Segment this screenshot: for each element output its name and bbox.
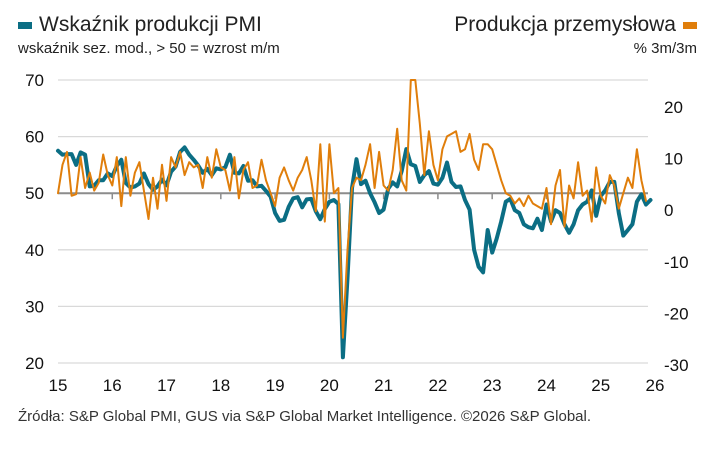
x-axis-tick-label: 18 — [211, 376, 230, 395]
left-axis-tick-label: 40 — [25, 241, 44, 260]
x-axis-tick-label: 19 — [266, 376, 285, 395]
right-axis-tick-label: 0 — [664, 201, 673, 220]
x-axis-tick-label: 21 — [374, 376, 393, 395]
pmi-legend-label: Wskaźnik produkcji PMI — [39, 13, 262, 36]
industrial-production-series-line — [57, 79, 647, 339]
left-axis-tick-label: 30 — [25, 297, 44, 316]
left-axis-tick-label: 60 — [25, 128, 44, 147]
x-axis-ticks: 15 16 17 18 19 20 21 22 23 24 25 26 — [49, 193, 665, 395]
x-axis-tick-label: 23 — [483, 376, 502, 395]
legend-ip: Produkcja przemysłowa — [454, 12, 697, 38]
right-axis-tick-label: -20 — [664, 304, 689, 323]
right-axis-tick-label: 20 — [664, 98, 683, 117]
right-axis-tick-label: 10 — [664, 150, 683, 169]
source-note: Źródła: S&P Global PMI, GUS via S&P Glob… — [18, 408, 592, 425]
pmi-subtitle: wskaźnik sez. mod., > 50 = wzrost m/m — [18, 40, 280, 57]
right-axis-ticks: 20 10 0 -10 -20 -30 — [664, 98, 689, 375]
legend-pmi: Wskaźnik produkcji PMI — [18, 12, 280, 38]
legend-right: Produkcja przemysłowa % 3m/3m — [454, 12, 697, 59]
x-axis-tick-label: 26 — [646, 376, 665, 395]
ip-legend-label: Produkcja przemysłowa — [454, 13, 676, 36]
legend-left: Wskaźnik produkcji PMI wskaźnik sez. mod… — [18, 12, 280, 59]
x-axis-tick-label: 24 — [537, 376, 556, 395]
x-axis-tick-label: 17 — [157, 376, 176, 395]
right-axis-tick-label: -10 — [664, 253, 689, 272]
left-axis-ticks: 70 60 50 40 30 20 — [25, 71, 44, 373]
left-axis-tick-label: 20 — [25, 354, 44, 373]
gridlines — [58, 79, 648, 364]
pmi-legend-swatch — [18, 21, 32, 29]
x-axis-tick-label: 16 — [103, 376, 122, 395]
left-axis-tick-label: 70 — [25, 71, 44, 90]
left-axis-tick-label: 50 — [25, 184, 44, 203]
x-axis-tick-label: 25 — [591, 376, 610, 395]
series-lines — [56, 79, 653, 360]
x-axis-tick-label: 15 — [49, 376, 68, 395]
ip-subtitle: % 3m/3m — [633, 40, 697, 57]
right-axis-tick-label: -30 — [664, 356, 689, 375]
x-axis-tick-label: 20 — [320, 376, 339, 395]
ip-legend-swatch — [683, 21, 697, 29]
x-axis-tick-label: 22 — [428, 376, 447, 395]
